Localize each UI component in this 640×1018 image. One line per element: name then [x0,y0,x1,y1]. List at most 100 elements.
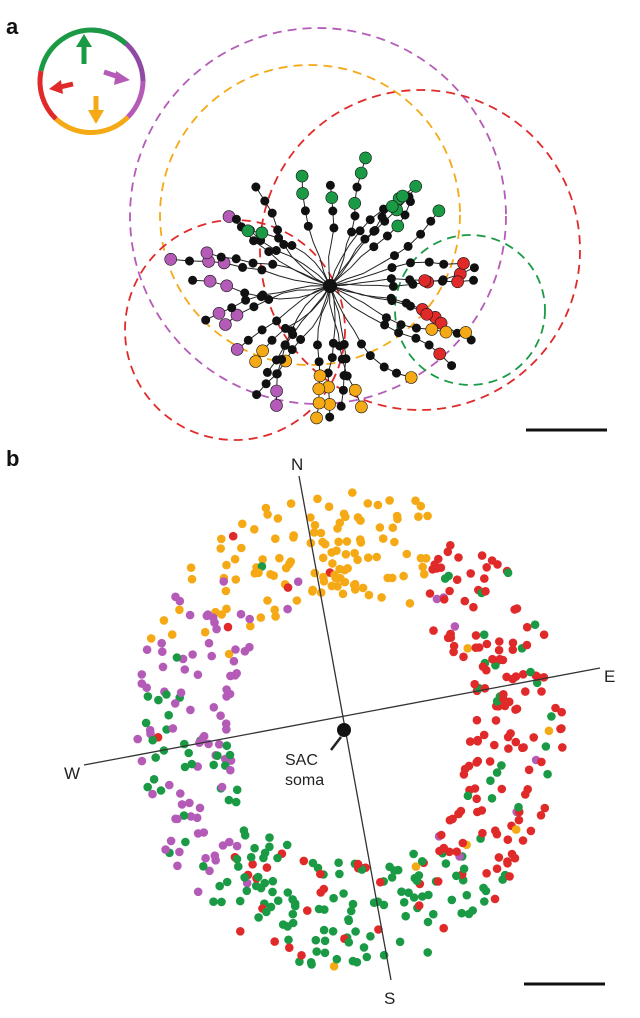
synapse-point [225,750,235,760]
synapse-point [306,958,316,967]
synapse-point [503,568,513,578]
synapse-point [224,649,234,659]
synapse-point [297,951,306,960]
synapse-point [524,765,534,775]
synapse-point [158,662,168,672]
synapse-point [434,554,443,564]
synapse-point [341,550,351,559]
synapse-point [512,704,522,714]
varicosity-dot [335,341,345,351]
synapse-point [319,925,329,935]
synapse-point [262,907,271,917]
synapse-point [342,537,352,546]
direction-legend-icon [37,27,146,135]
varicosity-dot [231,214,241,224]
varicosity-dot [325,180,335,190]
synapse-dot [355,400,368,414]
varicosity-dot [386,274,396,284]
synapse-point [286,499,296,508]
varicosity-dot [287,345,297,355]
varicosity-dot [251,182,261,192]
synapse-point [288,895,297,904]
synapse-point [494,853,504,862]
synapse-point [159,616,169,625]
synapse-point [374,925,383,934]
synapse-point [282,840,292,850]
synapse-point [231,575,241,584]
synapse-dot [270,399,283,412]
synapse-point [165,780,174,790]
synapse-point [232,854,242,864]
synapse-point [497,761,506,770]
varicosity-dot [337,354,347,364]
synapse-dot [312,382,326,396]
synapse-point [172,653,182,662]
dendrite-branch [256,285,331,395]
synapse-point [273,896,283,905]
synapse-point [334,858,343,867]
synapse-point [141,718,151,728]
synapse-point [270,937,280,946]
synapse-point [186,705,195,715]
varicosity-dot [300,206,310,216]
synapse-point [359,943,369,952]
synapse-point [346,906,356,916]
synapse-point [223,622,233,632]
varicosity-dot [388,281,398,291]
synapse-dot [385,200,399,213]
synapse-point [402,549,412,559]
varicosity-dot [365,215,375,225]
synapse-point [181,837,190,847]
synapse-point [518,836,528,845]
synapse-point [557,707,566,717]
synapse-point [457,908,467,918]
synapse-point [480,897,489,906]
synapse-point [473,735,483,745]
synapse-point [338,589,348,599]
synapse-dot [391,219,405,233]
synapse-point [289,533,298,542]
synapse-point [329,962,339,971]
varicosity-dot [264,294,274,304]
synapse-point [257,562,267,571]
synapse-point [333,524,342,533]
receptive-field-4 [124,219,346,441]
synapse-point [171,592,180,602]
synapse-point [149,775,159,784]
synapse-point [547,712,556,721]
synapse-point [460,596,470,606]
synapse-point [217,782,227,792]
synapse-point [446,629,455,639]
synapse-point [187,574,197,584]
synapse-point [335,564,344,574]
dendrite-branch [327,285,336,418]
synapse-point [463,791,473,801]
synapse-point [425,589,435,598]
synapse-dot [212,306,226,320]
synapse-dot [200,246,214,260]
synapse-point [329,893,338,903]
synapse-point [462,890,472,900]
synapse-dot [249,355,262,368]
varicosity-dot [287,326,297,336]
synapse-point [443,547,453,557]
synapse-point [332,954,342,964]
synapse-point [356,516,365,525]
synapse-point [221,719,231,728]
synapse-point [232,841,242,851]
synapse-point [471,631,481,640]
synapse-point [306,513,315,522]
synapse-point [405,599,415,608]
synapse-point [418,562,428,572]
synapse-point [209,760,218,770]
synapse-point [385,862,394,872]
varicosity-dot [216,252,226,262]
synapse-point [230,554,240,564]
synapse-point [551,703,560,713]
synapse-point [491,826,500,835]
synapse-point [283,888,293,897]
synapse-point [482,665,491,675]
synapse-point [248,860,257,869]
synapse-point [176,789,185,798]
synapse-dot [348,383,362,397]
